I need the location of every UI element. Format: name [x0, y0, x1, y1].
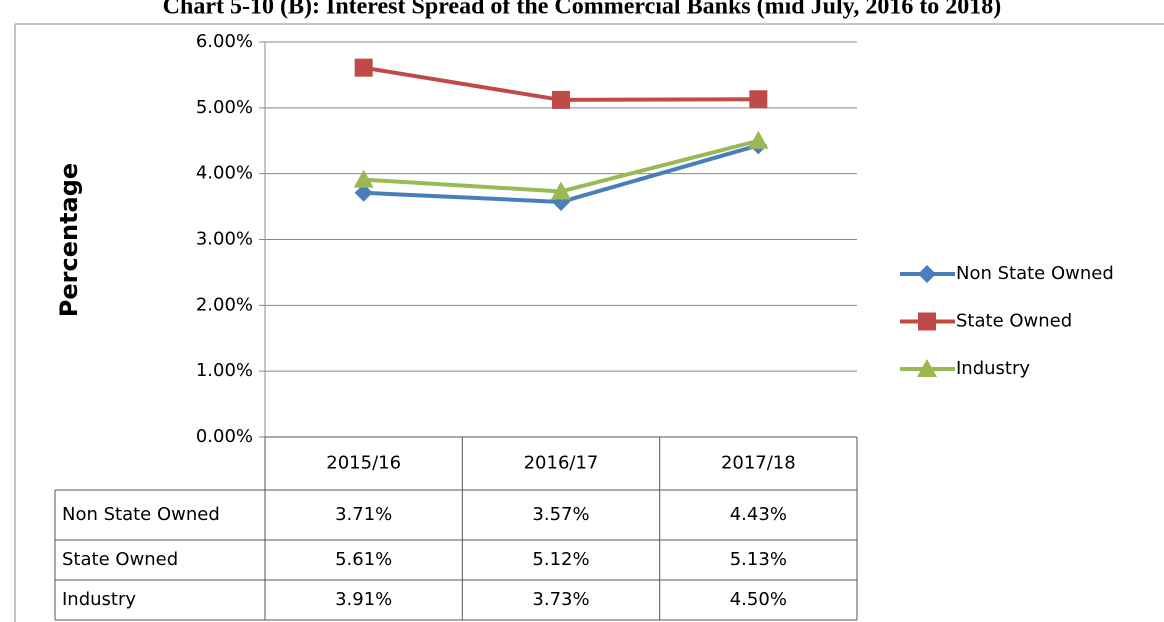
table-cell: 5.12% — [532, 549, 589, 570]
marker — [551, 181, 571, 200]
legend-label: Non State Owned — [956, 263, 1114, 284]
table-cell: 5.61% — [335, 549, 392, 570]
marker — [748, 130, 769, 149]
chart-title: Chart 5-10 (B): Interest Spread of the C… — [163, 0, 1002, 20]
y-tick-label: 6.00% — [196, 31, 253, 52]
marker — [353, 169, 374, 188]
table-cell: 3.91% — [335, 589, 392, 610]
y-tick-label: 5.00% — [196, 97, 253, 118]
legend-label: Industry — [956, 358, 1030, 379]
legend-label: State Owned — [956, 311, 1072, 332]
table-cell: 4.43% — [730, 504, 787, 525]
table-row-label: Industry — [62, 589, 136, 610]
table-row-label: State Owned — [62, 549, 178, 570]
legend-marker — [918, 265, 936, 283]
legend-marker — [918, 312, 936, 331]
marker — [749, 90, 768, 109]
table-cell: 3.71% — [335, 504, 392, 525]
y-tick-label: 2.00% — [196, 294, 253, 315]
table-cell: 3.73% — [532, 589, 589, 610]
marker — [354, 183, 373, 202]
legend-marker — [917, 359, 937, 377]
x-tick-label: 2016/17 — [524, 453, 599, 474]
y-axis-label: Percentage — [55, 163, 83, 317]
y-tick-label: 0.00% — [196, 426, 253, 447]
y-tick-label: 4.00% — [196, 163, 253, 184]
marker — [552, 90, 570, 109]
y-tick-label: 1.00% — [196, 360, 253, 381]
table-cell: 5.13% — [730, 549, 787, 570]
table-cell: 4.50% — [730, 589, 787, 610]
table-cell: 3.57% — [532, 504, 589, 525]
y-tick-label: 3.00% — [196, 229, 253, 250]
x-tick-label: 2017/18 — [721, 453, 796, 474]
x-tick-label: 2015/16 — [326, 453, 401, 474]
marker — [354, 58, 373, 77]
table-row-label: Non State Owned — [62, 504, 220, 525]
